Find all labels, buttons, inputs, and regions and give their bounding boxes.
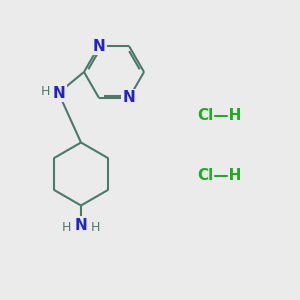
Text: Cl—H: Cl—H [197,108,241,123]
Text: Cl—H: Cl—H [197,168,241,183]
Text: H: H [62,221,71,234]
Text: N: N [123,91,135,106]
Text: N: N [52,85,65,100]
Text: N: N [75,218,87,232]
Text: H: H [91,221,100,234]
Text: H: H [40,85,50,98]
Text: N: N [93,38,105,53]
